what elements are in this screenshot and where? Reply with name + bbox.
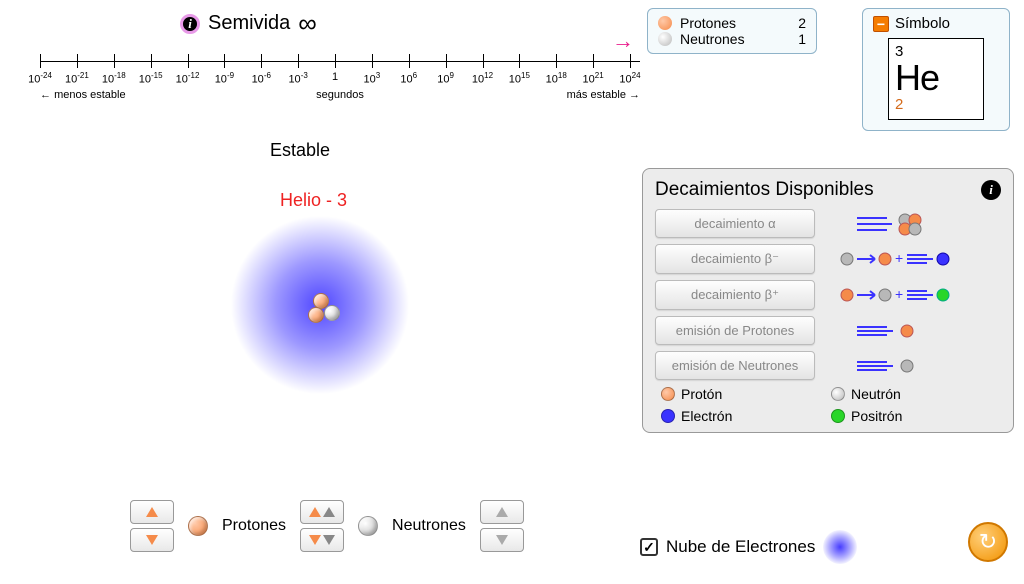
positron-icon bbox=[831, 409, 845, 423]
axis-tick-label: 1015 bbox=[509, 71, 530, 86]
decay-button[interactable]: emisión de Neutrones bbox=[655, 351, 815, 380]
neutron-icon bbox=[324, 305, 340, 321]
add-proton-button[interactable] bbox=[130, 500, 174, 524]
reset-button[interactable]: ↻ bbox=[968, 522, 1008, 562]
atom-display bbox=[230, 215, 410, 395]
legend-electron: Electrón bbox=[681, 408, 732, 424]
axis-tick-label: 1 bbox=[332, 71, 338, 83]
decay-row: decaimiento α bbox=[655, 209, 1001, 238]
info-icon[interactable]: i bbox=[180, 14, 200, 34]
axis-tick-label: 1024 bbox=[619, 71, 640, 86]
element-symbol: He bbox=[895, 60, 977, 96]
symbol-header: Símbolo bbox=[895, 15, 950, 32]
axis-tick-label: 103 bbox=[364, 71, 381, 86]
neutron-count: 1 bbox=[798, 31, 806, 47]
svg-text:+: + bbox=[895, 250, 903, 266]
neutron-label: Neutrones bbox=[680, 31, 745, 47]
axis-tick-label: 10-21 bbox=[65, 71, 89, 86]
element-tile: 3 He 2 bbox=[888, 38, 984, 120]
proton-icon bbox=[308, 307, 324, 323]
decay-button[interactable]: decaimiento β⁺ bbox=[655, 280, 815, 310]
proton-icon bbox=[661, 387, 675, 401]
decay-row: emisión de Neutrones bbox=[655, 351, 1001, 380]
electron-cloud-toggle[interactable]: ✓ Nube de Electrones bbox=[640, 530, 857, 564]
axis-tick-label: 10-15 bbox=[139, 71, 163, 86]
decay-diagram: + bbox=[827, 247, 1001, 271]
decay-button[interactable]: emisión de Protones bbox=[655, 316, 815, 345]
halflife-axis: menos estable segundos más estable 10-24… bbox=[40, 49, 640, 99]
halflife-label: Semivida bbox=[208, 12, 290, 35]
remove-neutron-button[interactable] bbox=[300, 528, 344, 552]
symbol-box: − Símbolo 3 He 2 bbox=[862, 8, 1010, 131]
axis-tick-label: 10-24 bbox=[28, 71, 52, 86]
nucleon-controls: Protones Neutrones bbox=[130, 500, 524, 552]
axis-tick-label: 106 bbox=[400, 71, 417, 86]
decay-diagram: + bbox=[827, 283, 1001, 307]
electron-cloud-icon bbox=[823, 530, 857, 564]
legend-positron: Positrón bbox=[851, 408, 902, 424]
decay-row: decaimiento β⁻ + bbox=[655, 244, 1001, 274]
axis-tick-label: 10-12 bbox=[176, 71, 200, 86]
proton-label: Protones bbox=[680, 15, 736, 31]
nucleon-count-box: Protones 2 Neutrones 1 bbox=[647, 8, 817, 54]
proton-count: 2 bbox=[798, 15, 806, 31]
checkbox-icon[interactable]: ✓ bbox=[640, 538, 658, 556]
atomic-number: 2 bbox=[895, 96, 977, 113]
axis-tick-label: 10-18 bbox=[102, 71, 126, 86]
decay-row: decaimiento β⁺ + bbox=[655, 280, 1001, 310]
axis-tick-label: 1012 bbox=[472, 71, 493, 86]
neutrons-control-label: Neutrones bbox=[392, 517, 466, 535]
decay-diagram bbox=[827, 319, 1001, 343]
particle-legend: Protón Neutrón Electrón Positrón bbox=[655, 386, 1001, 424]
proton-icon bbox=[188, 516, 208, 536]
decays-panel: Decaimientos Disponibles i decaimiento α… bbox=[642, 168, 1014, 433]
electron-cloud-label: Nube de Electrones bbox=[666, 537, 815, 557]
axis-tick-label: 10-6 bbox=[252, 71, 271, 86]
axis-tick-label: 10-9 bbox=[215, 71, 234, 86]
neutron-count-row: Neutrones 1 bbox=[658, 31, 806, 47]
decays-header: Decaimientos Disponibles bbox=[655, 179, 874, 201]
protons-control-label: Protones bbox=[222, 517, 286, 535]
neutron-icon bbox=[831, 387, 845, 401]
more-stable-label: más estable bbox=[567, 89, 640, 101]
halflife-panel: i Semivida ∞ menos estable segundos más … bbox=[40, 8, 640, 99]
axis-tick-label: 1018 bbox=[546, 71, 567, 86]
stability-label: Estable bbox=[270, 140, 330, 161]
isotope-name: Helio - 3 bbox=[280, 190, 347, 211]
decay-row: emisión de Protones bbox=[655, 316, 1001, 345]
axis-tick-label: 109 bbox=[437, 71, 454, 86]
add-both-button[interactable] bbox=[480, 500, 524, 524]
decay-button[interactable]: decaimiento β⁻ bbox=[655, 244, 815, 274]
decay-diagram bbox=[827, 354, 1001, 378]
less-stable-label: menos estable bbox=[40, 89, 126, 101]
axis-tick-label: 1021 bbox=[583, 71, 604, 86]
proton-icon bbox=[658, 16, 672, 30]
halflife-title: i Semivida ∞ bbox=[180, 8, 640, 39]
infinity-symbol: ∞ bbox=[298, 8, 317, 39]
electron-icon bbox=[661, 409, 675, 423]
add-neutron-button[interactable] bbox=[300, 500, 344, 524]
collapse-icon[interactable]: − bbox=[873, 16, 889, 32]
legend-proton: Protón bbox=[681, 386, 722, 402]
pointer-arrow-icon: → bbox=[612, 28, 634, 54]
neutron-icon bbox=[358, 516, 378, 536]
decay-button[interactable]: decaimiento α bbox=[655, 209, 815, 238]
neutron-icon bbox=[658, 32, 672, 46]
decay-diagram bbox=[827, 212, 1001, 236]
info-icon[interactable]: i bbox=[981, 180, 1001, 200]
remove-proton-button[interactable] bbox=[130, 528, 174, 552]
axis-tick-label: 10-3 bbox=[288, 71, 307, 86]
remove-both-button[interactable] bbox=[480, 528, 524, 552]
legend-neutron: Neutrón bbox=[851, 386, 901, 402]
svg-text:+: + bbox=[895, 286, 903, 302]
proton-count-row: Protones 2 bbox=[658, 15, 806, 31]
axis-unit-label: segundos bbox=[316, 89, 364, 101]
